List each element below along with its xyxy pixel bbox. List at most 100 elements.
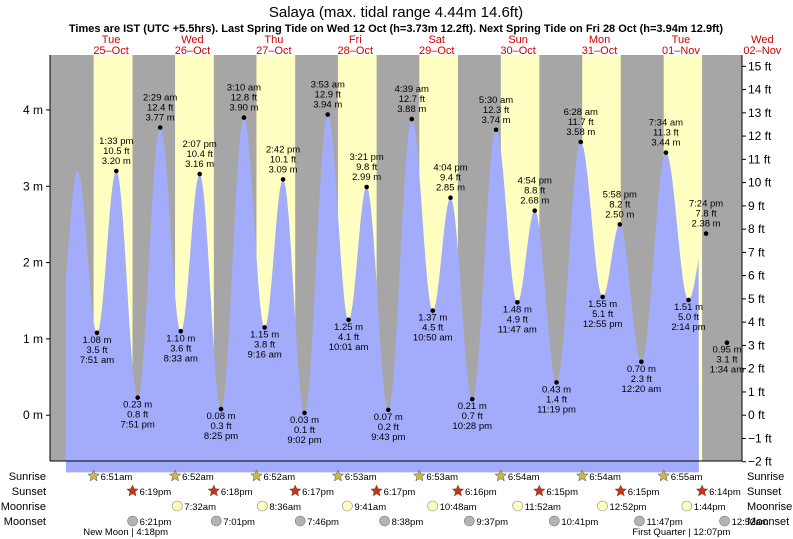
tide-point — [554, 380, 559, 385]
tide-label: 0.03 m — [290, 415, 319, 426]
day-header-dow: Wed — [181, 34, 203, 46]
row-label-right: Moonrise — [747, 501, 792, 513]
tide-label: 3:53 am — [311, 80, 345, 91]
tide-label: 7:34 am — [649, 118, 683, 129]
tide-label: 1.51 m — [674, 302, 703, 313]
day-header-date: 02–Nov — [743, 45, 781, 57]
tide-label: 10.4 ft — [186, 149, 213, 160]
sunset-icon — [695, 484, 709, 497]
moonset-icon — [549, 515, 560, 527]
tide-label: 5.0 ft — [678, 312, 699, 323]
tide-label: 3.77 m — [146, 113, 175, 124]
tide-label: 2.3 ft — [631, 374, 652, 385]
tide-label: 1.37 m — [418, 313, 447, 324]
tide-label: 12.8 ft — [231, 93, 258, 104]
tide-label: 7:51 pm — [121, 420, 155, 431]
sunset-icon — [207, 484, 221, 497]
day-header-date: 31–Oct — [582, 45, 617, 57]
tide-point — [617, 222, 623, 227]
y-tick-label-right: 3 ft — [748, 338, 765, 352]
sunrise-time: 6:54am — [589, 472, 621, 483]
tide-label: 0.70 m — [627, 364, 656, 375]
row-label-left: Moonset — [4, 516, 46, 528]
row-label-right: Sunrise — [747, 471, 784, 483]
y-tick-label-right: 1 ft — [748, 385, 765, 399]
tide-label: 12:55 pm — [583, 319, 623, 330]
y-tick-label-right: 7 ft — [748, 245, 765, 259]
tide-label: 3.09 m — [269, 164, 298, 175]
tide-label: 9.4 ft — [440, 173, 461, 184]
tide-label: 9:02 pm — [287, 435, 321, 446]
day-header-dow: Sat — [428, 34, 445, 46]
tide-point — [178, 328, 184, 334]
tide-label: 2.99 m — [352, 172, 381, 183]
tide-label: 0.08 m — [207, 411, 236, 422]
day-header-date: 26–Oct — [175, 45, 210, 57]
moonrise-icon — [512, 500, 523, 512]
tide-point — [448, 195, 453, 201]
moonset-time: 10:41pm — [561, 517, 598, 528]
tide-label: 0.23 m — [123, 400, 152, 411]
tide-label: 3:10 am — [227, 83, 261, 94]
tide-point — [409, 116, 415, 122]
day-header-dow: Mon — [589, 34, 610, 46]
tide-label: 3.88 m — [397, 104, 426, 115]
sunrise-icon — [250, 469, 263, 482]
day-header-dow: Thu — [264, 34, 283, 46]
day-headers: Tue25–OctWed26–OctThu27–OctFri28–OctSat2… — [93, 34, 781, 57]
tide-label: 11:47 am — [498, 324, 537, 335]
tide-label: 12.3 ft — [483, 105, 510, 116]
sunset-time: 6:19pm — [139, 487, 171, 498]
sunset-time: 6:17pm — [384, 487, 416, 498]
tide-label: 3:21 pm — [349, 152, 383, 163]
chart-title: Salaya (max. tidal range 4.44m 14.6ft) — [269, 4, 523, 21]
astro-events: Sunrise Sunrise Sunset Sunset Moonrise Moonri… — [1, 469, 792, 538]
sunrise-time: 6:55am — [671, 472, 703, 483]
y-tick-label-left: 4 m — [23, 103, 43, 117]
tide-label: 3.5 ft — [86, 345, 107, 356]
tide-label: 10.1 ft — [270, 154, 297, 165]
moonset-time: 7:01pm — [223, 517, 255, 528]
sunset-icon — [532, 484, 546, 497]
tide-label: 0.95 m — [712, 345, 741, 356]
tide-label: 3.44 m — [651, 138, 680, 149]
tide-label: 8.8 ft — [524, 186, 545, 197]
tide-label: 2:14 pm — [671, 322, 705, 333]
tide-label: 10.5 ft — [103, 146, 130, 157]
tide-point — [532, 208, 538, 213]
tide-label: 7.8 ft — [695, 209, 716, 220]
tide-label: 7:24 pm — [689, 199, 723, 210]
row-label-left: Sunrise — [9, 471, 46, 483]
sunset-time: 6:18pm — [221, 487, 253, 498]
moonset-icon — [294, 515, 306, 527]
tide-label: 1.15 m — [250, 329, 279, 340]
sunrise-time: 6:53am — [426, 472, 458, 483]
tide-label: 9:16 am — [247, 349, 281, 360]
tide-label: 8.2 ft — [609, 199, 630, 210]
tide-point — [114, 168, 119, 174]
tide-label: 1.10 m — [166, 333, 195, 344]
tide-label: 3.90 m — [229, 103, 258, 114]
tide-label: 1.4 ft — [546, 394, 567, 405]
sunrise-icon — [494, 469, 508, 482]
day-header-date: 01–Nov — [662, 45, 700, 57]
day-header-dow: Tue — [672, 34, 691, 46]
moon-phase-label: First Quarter | 12:07pm — [632, 527, 730, 538]
sunset-icon — [370, 484, 383, 497]
tide-label: 1:34 am — [710, 365, 744, 376]
tide-label: 1.48 m — [503, 304, 532, 315]
tide-point — [94, 330, 100, 336]
day-header-dow: Wed — [751, 34, 773, 46]
y-tick-label-right: 10 ft — [748, 176, 772, 190]
moonset-icon — [127, 515, 138, 527]
y-tick-label-right: 14 ft — [748, 83, 772, 97]
tide-point — [135, 395, 140, 400]
row-label-right: Sunset — [747, 486, 781, 498]
moonrise-time: 8:36am — [269, 502, 301, 513]
tide-label: 3.6 ft — [170, 343, 191, 354]
tide-label: 4:54 pm — [518, 176, 552, 187]
tide-point — [262, 325, 267, 330]
tide-label: 11.7 ft — [568, 117, 594, 128]
tide-point — [469, 396, 475, 402]
